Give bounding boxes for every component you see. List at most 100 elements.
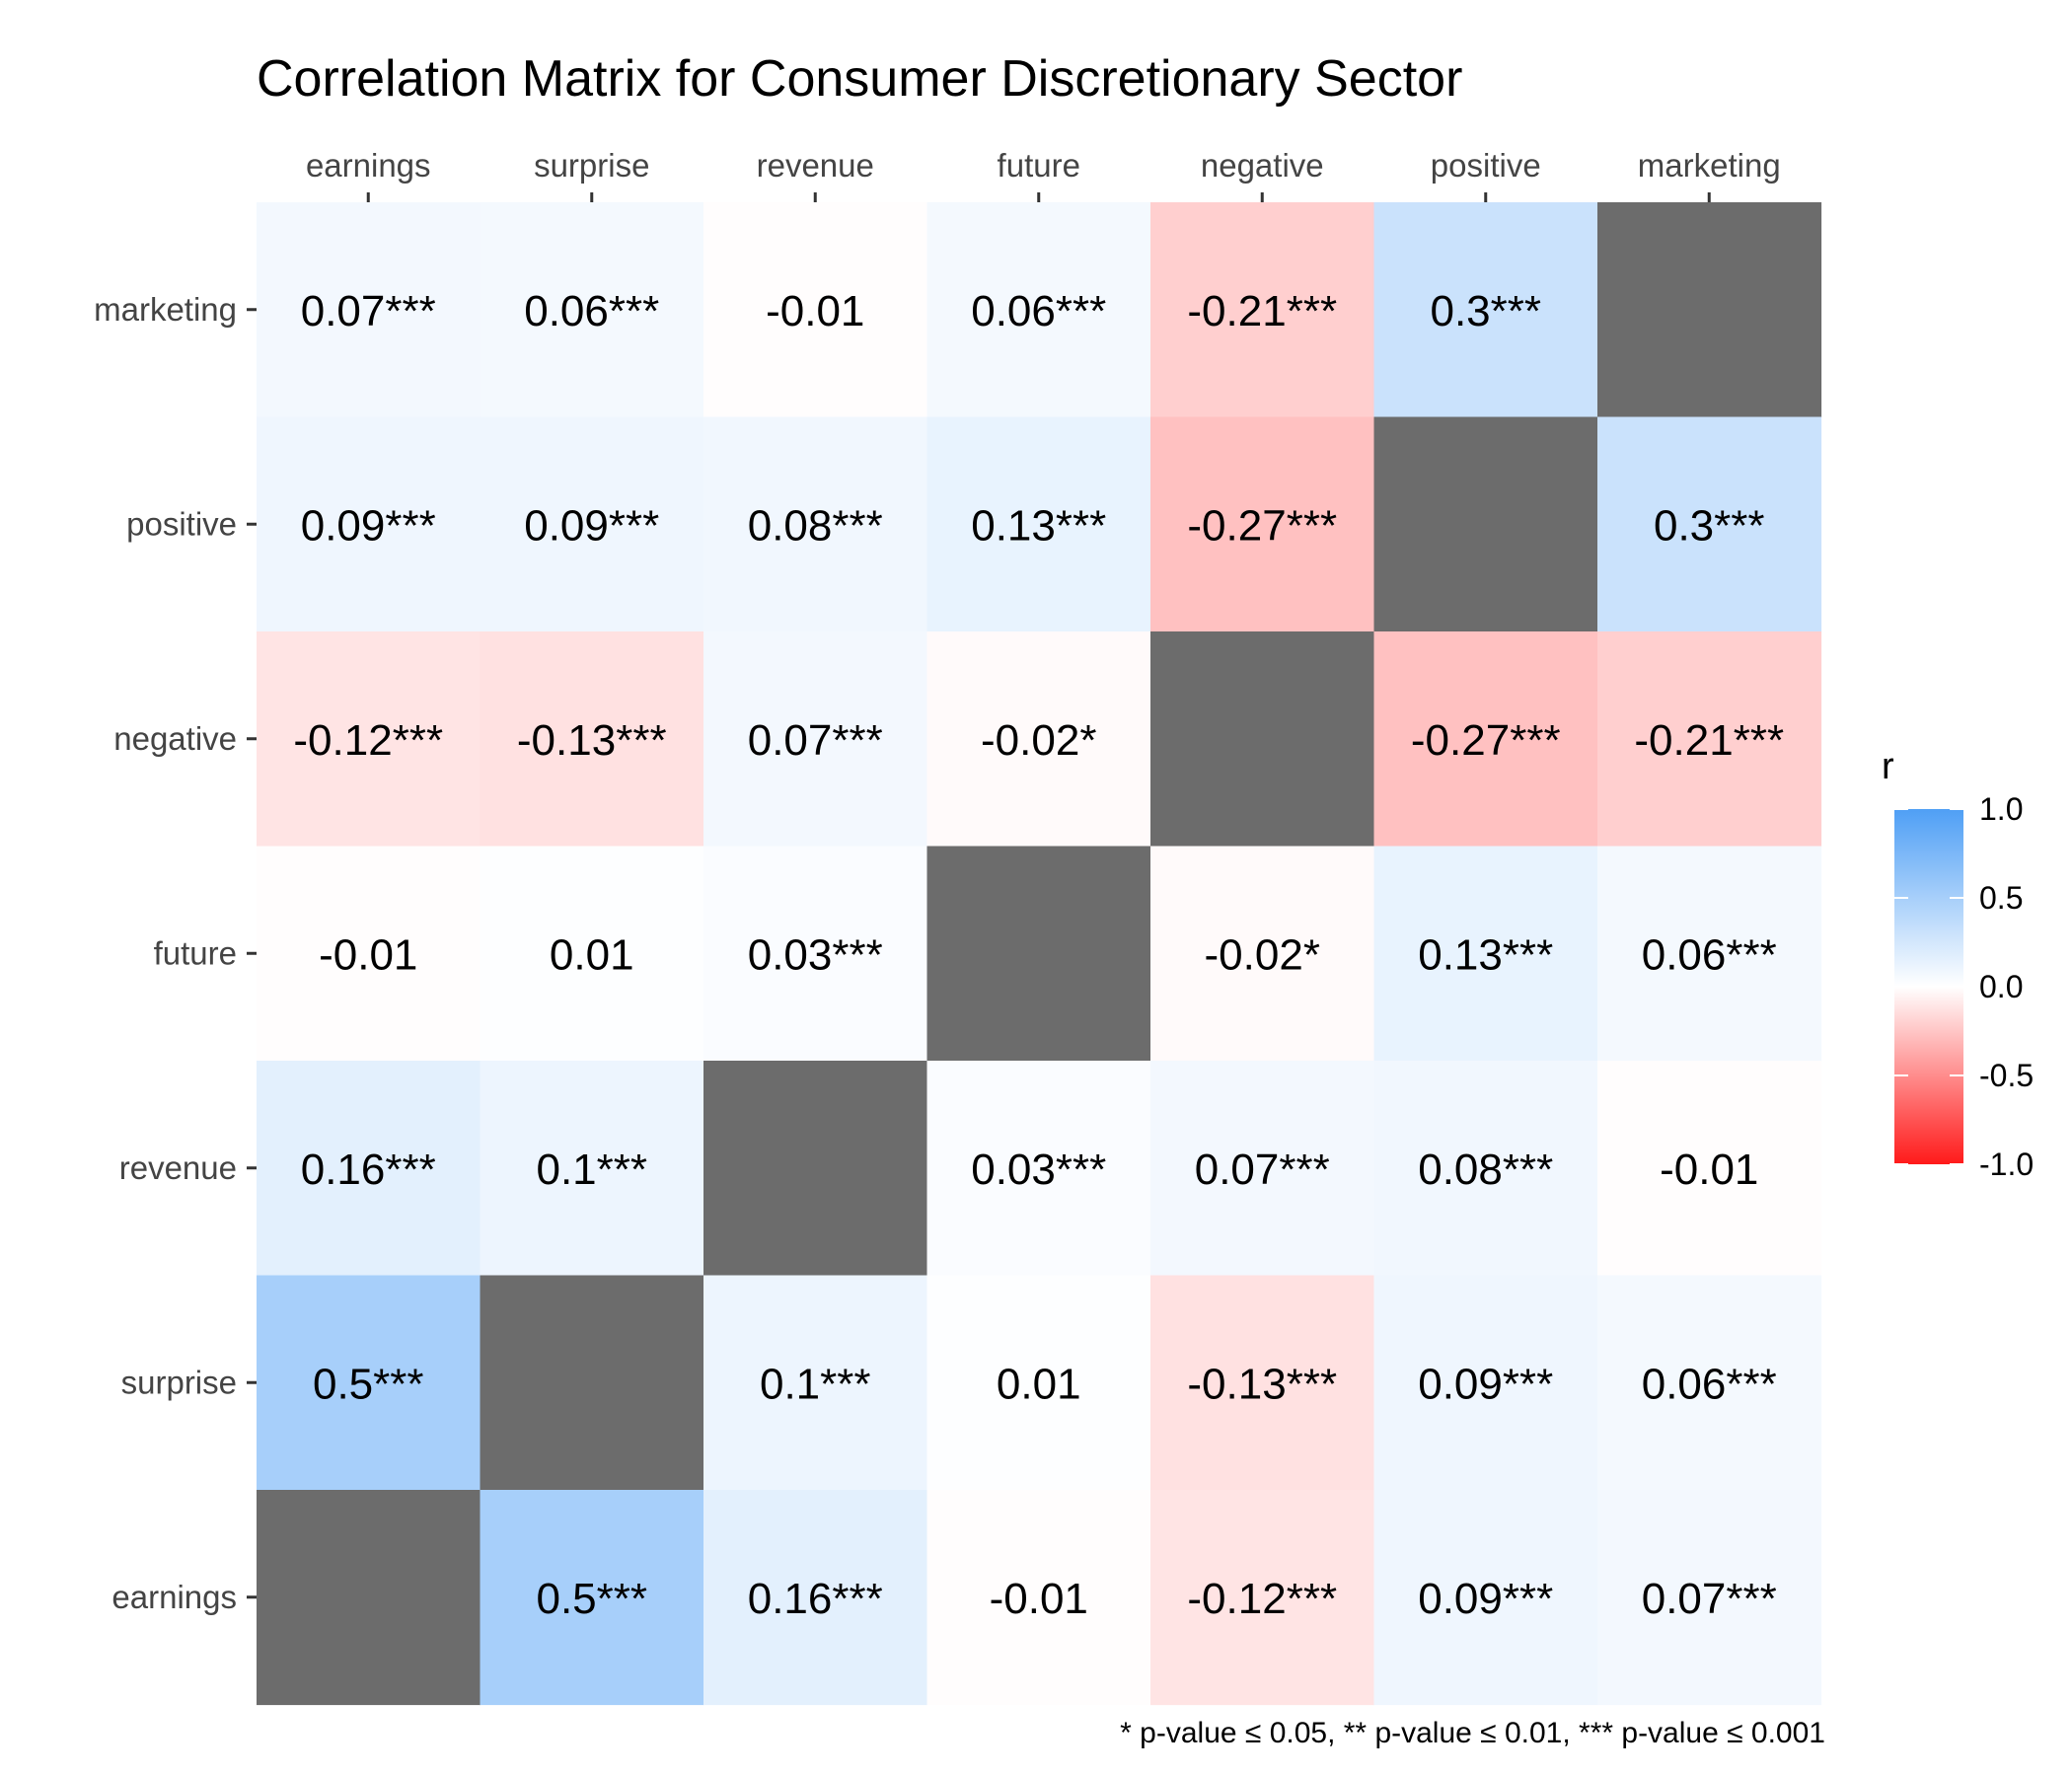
cell-label-marketing-future: 0.06***	[971, 287, 1106, 335]
cell-label-earnings-future: -0.01	[990, 1575, 1088, 1623]
cell-label-revenue-future: 0.03***	[971, 1146, 1106, 1194]
cell-label-future-earnings: -0.01	[319, 930, 417, 979]
cell-label-revenue-marketing: -0.01	[1660, 1146, 1758, 1194]
cell-label-future-positive: 0.13***	[1418, 930, 1553, 979]
heatmap-cell-marketing-positive	[1373, 202, 1598, 418]
col-label-marketing: marketing	[1638, 147, 1781, 184]
row-label-surprise: surprise	[121, 1364, 237, 1400]
heatmap-cell-surprise-revenue	[703, 1275, 928, 1491]
heatmap-cell-negative-future	[926, 631, 1151, 848]
cell-label-surprise-positive: 0.09***	[1418, 1360, 1553, 1408]
heatmap-cell-marketing-surprise	[480, 202, 704, 418]
heatmap-cell-future-revenue	[703, 846, 928, 1062]
heatmap-cell-revenue-marketing	[1597, 1061, 1822, 1277]
heatmap-cell-future-positive	[1373, 846, 1598, 1062]
cell-label-future-marketing: 0.06***	[1642, 930, 1777, 979]
heatmap-cell-revenue-earnings	[257, 1061, 481, 1277]
cell-label-marketing-earnings: 0.07***	[301, 287, 436, 335]
heatmap-cell-surprise-surprise	[480, 1275, 704, 1491]
cell-label-marketing-negative: -0.21***	[1187, 287, 1337, 335]
cell-label-future-negative: -0.02*	[1205, 930, 1320, 979]
cell-label-positive-negative: -0.27***	[1187, 501, 1337, 550]
heatmap-cell-marketing-revenue	[703, 202, 928, 418]
heatmap-cell-marketing-earnings	[257, 202, 481, 418]
col-label-earnings: earnings	[306, 147, 431, 184]
heatmap-cell-future-negative	[1150, 846, 1375, 1062]
col-label-future: future	[998, 147, 1080, 184]
heatmap-cell-earnings-revenue	[703, 1490, 928, 1706]
cell-label-negative-surprise: -0.13***	[517, 716, 667, 765]
heatmap-cells: 0.07*** 0.06*** -0.01 0.06*** -0.21*** 0.3***…	[257, 202, 1822, 1706]
heatmap-cell-future-future	[926, 846, 1151, 1062]
col-label-negative: negative	[1201, 147, 1324, 184]
heatmap-cell-positive-marketing	[1597, 416, 1822, 632]
heatmap-cell-earnings-future	[926, 1490, 1151, 1706]
cell-label-positive-surprise: 0.09***	[524, 501, 659, 550]
heatmap-cell-negative-negative	[1150, 631, 1375, 848]
cell-label-earnings-positive: 0.09***	[1418, 1575, 1553, 1623]
cell-label-negative-earnings: -0.12***	[293, 716, 443, 765]
heatmap-cell-earnings-negative	[1150, 1490, 1375, 1706]
heatmap-cell-surprise-marketing	[1597, 1275, 1822, 1491]
heatmap-cell-revenue-revenue	[703, 1061, 928, 1277]
cell-label-future-revenue: 0.03***	[748, 930, 883, 979]
heatmap-cell-earnings-earnings	[257, 1490, 481, 1706]
legend-label-2: 0.0	[1979, 969, 2023, 1004]
heatmap-cell-surprise-positive	[1373, 1275, 1598, 1491]
cell-label-marketing-revenue: -0.01	[766, 287, 864, 335]
heatmap-cell-earnings-surprise	[480, 1490, 704, 1706]
col-label-surprise: surprise	[534, 147, 649, 184]
row-label-positive: positive	[126, 505, 237, 542]
legend-label-0: 1.0	[1979, 791, 2023, 827]
cell-label-revenue-negative: 0.07***	[1195, 1146, 1330, 1194]
legend-label-3: -0.5	[1979, 1058, 2034, 1093]
heatmap-cell-earnings-positive	[1373, 1490, 1598, 1706]
heatmap-cell-revenue-negative	[1150, 1061, 1375, 1277]
cell-label-negative-future: -0.02*	[981, 716, 1096, 765]
row-label-marketing: marketing	[94, 291, 237, 328]
heatmap-cell-negative-earnings	[257, 631, 481, 848]
cell-label-revenue-earnings: 0.16***	[301, 1146, 436, 1194]
cell-label-negative-revenue: 0.07***	[748, 716, 883, 765]
heatmap-cell-positive-positive	[1373, 416, 1598, 632]
heatmap-cell-positive-negative	[1150, 416, 1375, 632]
cell-label-positive-marketing: 0.3***	[1654, 501, 1765, 550]
cell-label-revenue-positive: 0.08***	[1418, 1146, 1553, 1194]
heatmap-cell-future-marketing	[1597, 846, 1822, 1062]
col-label-revenue: revenue	[757, 147, 874, 184]
heatmap-cell-positive-earnings	[257, 416, 481, 632]
heatmap-cell-negative-surprise	[480, 631, 704, 848]
chart-title: Correlation Matrix for Consumer Discreti…	[257, 50, 1463, 108]
cell-label-positive-future: 0.13***	[971, 501, 1106, 550]
heatmap-cell-surprise-earnings	[257, 1275, 481, 1491]
significance-footnote: * p-value ≤ 0.05, ** p-value ≤ 0.01, ***…	[1120, 1717, 1825, 1749]
cell-label-earnings-negative: -0.12***	[1187, 1575, 1337, 1623]
heatmap-cell-revenue-future	[926, 1061, 1151, 1277]
heatmap-cell-negative-revenue	[703, 631, 928, 848]
legend-label-4: -1.0	[1979, 1147, 2034, 1182]
cell-label-revenue-surprise: 0.1***	[536, 1146, 647, 1194]
heatmap-cell-surprise-negative	[1150, 1275, 1375, 1491]
cell-label-surprise-earnings: 0.5***	[313, 1360, 424, 1408]
cell-label-surprise-future: 0.01	[997, 1360, 1081, 1408]
row-label-negative: negative	[113, 720, 237, 757]
heatmap-cell-marketing-negative	[1150, 202, 1375, 418]
cell-label-surprise-marketing: 0.06***	[1642, 1360, 1777, 1408]
legend-title: r	[1882, 746, 1894, 787]
row-label-earnings: earnings	[111, 1579, 237, 1615]
cell-label-marketing-surprise: 0.06***	[524, 287, 659, 335]
cell-label-negative-positive: -0.27***	[1411, 716, 1561, 765]
cell-label-positive-earnings: 0.09***	[301, 501, 436, 550]
heatmap-cell-positive-future	[926, 416, 1151, 632]
heatmap-cell-earnings-marketing	[1597, 1490, 1822, 1706]
cell-label-surprise-negative: -0.13***	[1187, 1360, 1337, 1408]
cell-label-surprise-revenue: 0.1***	[760, 1360, 871, 1408]
heatmap-cell-marketing-marketing	[1597, 202, 1822, 418]
row-label-revenue: revenue	[119, 1149, 237, 1186]
heatmap-cell-future-surprise	[480, 846, 704, 1062]
cell-label-earnings-surprise: 0.5***	[536, 1575, 647, 1623]
heatmap-cell-negative-positive	[1373, 631, 1598, 848]
heatmap-cell-surprise-future	[926, 1275, 1151, 1491]
heatmap-cell-positive-revenue	[703, 416, 928, 632]
